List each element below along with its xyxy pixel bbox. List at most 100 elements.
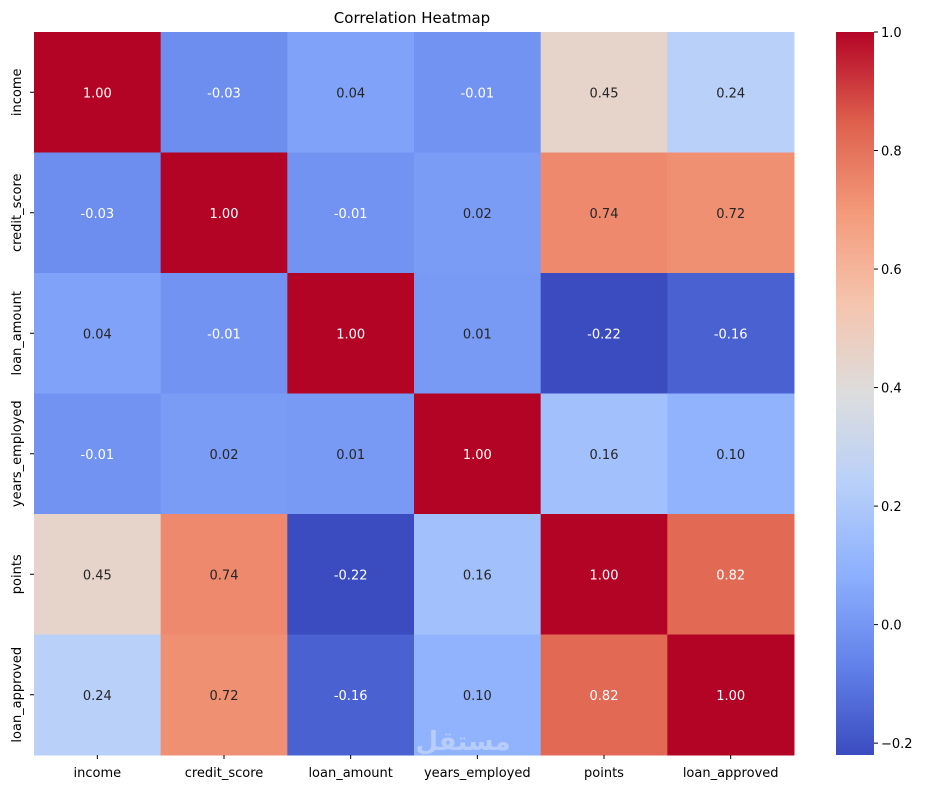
- heatmap-cell: [414, 273, 542, 394]
- cell-value-label: 0.72: [716, 207, 745, 222]
- heatmap-cell: [287, 634, 415, 756]
- x-tick-label: loan_approved: [683, 766, 779, 781]
- heatmap-cell: [667, 32, 795, 153]
- cell-value-label: 1.00: [83, 86, 112, 101]
- cell-value-label: 0.01: [463, 327, 492, 342]
- colorbar-tick-label: 0.6: [881, 263, 902, 278]
- cell-value-label: 0.24: [83, 689, 112, 704]
- heatmap-cell: [34, 32, 162, 153]
- x-tick-label: points: [584, 766, 624, 781]
- y-axis: income credit_score loan_amount years_emplo…: [10, 68, 34, 743]
- cell-value-label: 1.00: [336, 327, 365, 342]
- heatmap-cell: [160, 634, 288, 756]
- cell-value-label: -0.22: [587, 327, 621, 342]
- heatmap-cell: [414, 514, 542, 635]
- cell-value-label: 0.82: [716, 568, 745, 583]
- heatmap-cell: [34, 514, 162, 635]
- x-tick-label: credit_score: [185, 766, 264, 781]
- heatmap-cells: 1.00 -0.03 0.04 -0.01 0.45 0.24 -0.03 1.00 -0.01…: [34, 32, 795, 756]
- cell-value-label: -0.01: [461, 86, 495, 101]
- x-tick-label: years_employed: [424, 766, 531, 781]
- heatmap-cell: [667, 393, 795, 515]
- heatmap-cell: [160, 273, 288, 394]
- heatmap-cell: [667, 514, 795, 635]
- y-tick-label: income: [10, 68, 25, 116]
- cell-value-label: 0.02: [210, 448, 239, 463]
- heatmap-cell: [34, 634, 162, 756]
- cell-value-label: 0.04: [83, 327, 112, 342]
- cell-value-label: 1.00: [716, 689, 745, 704]
- heatmap-cell: [414, 152, 542, 274]
- cell-value-label: 0.16: [463, 568, 492, 583]
- colorbar-ticks: 1.0 0.8 0.6 0.4 0.2 0.0 −0.2: [874, 26, 913, 752]
- cell-value-label: 0.04: [336, 86, 365, 101]
- x-axis: income credit_score loan_amount years_emplo…: [74, 755, 779, 781]
- cell-value-label: 1.00: [210, 207, 239, 222]
- colorbar-tick-label: 0.0: [881, 619, 902, 634]
- cell-value-label: 0.74: [590, 207, 619, 222]
- y-tick-label: credit_score: [10, 173, 25, 252]
- colorbar: 1.0 0.8 0.6 0.4 0.2 0.0 −0.2: [836, 26, 913, 755]
- heatmap-cell: [287, 152, 415, 274]
- heatmap-cell: [287, 393, 415, 515]
- heatmap-cell: [160, 152, 288, 274]
- cell-value-label: -0.01: [81, 448, 115, 463]
- colorbar-tick-label: 1.0: [881, 26, 902, 41]
- watermark-arabic: مستقل: [415, 727, 510, 757]
- cell-value-label: 0.72: [210, 689, 239, 704]
- cell-value-label: 1.00: [590, 568, 619, 583]
- heatmap-cell: [414, 32, 542, 153]
- chart-title: Correlation Heatmap: [334, 9, 490, 27]
- heatmap-cell: [287, 32, 415, 153]
- y-tick-label: loan_approved: [10, 647, 25, 743]
- cell-value-label: -0.16: [714, 327, 748, 342]
- cell-value-label: -0.01: [334, 207, 368, 222]
- cell-value-label: -0.22: [334, 568, 368, 583]
- heatmap-cell: [34, 273, 162, 394]
- cell-value-label: 0.74: [210, 568, 239, 583]
- heatmap-cell: [287, 273, 415, 394]
- heatmap-cell: [540, 514, 668, 635]
- heatmap-cell: [414, 393, 542, 515]
- heatmap-cell: [540, 32, 668, 153]
- heatmap-cell: [160, 32, 288, 153]
- x-tick-label: loan_amount: [308, 766, 392, 781]
- heatmap-cell: [160, 514, 288, 635]
- y-tick-label: loan_amount: [10, 291, 25, 375]
- x-tick-label: income: [74, 766, 122, 781]
- heatmap-cell: [540, 152, 668, 274]
- cell-value-label: 0.45: [83, 568, 112, 583]
- heatmap-cell: [414, 634, 542, 756]
- cell-value-label: -0.16: [334, 689, 368, 704]
- cell-value-label: 0.24: [716, 86, 745, 101]
- heatmap-cell: [160, 393, 288, 515]
- cell-value-label: 0.01: [336, 448, 365, 463]
- watermark: مستقل mostaql.com: [415, 727, 510, 772]
- cell-value-label: -0.03: [81, 207, 115, 222]
- heatmap-cell: [667, 152, 795, 274]
- heatmap-cell: [667, 273, 795, 394]
- cell-value-label: 0.10: [716, 448, 745, 463]
- cell-value-label: 0.10: [463, 689, 492, 704]
- cell-value-label: -0.01: [207, 327, 241, 342]
- heatmap-cell: [34, 152, 162, 274]
- heatmap-cell: [540, 393, 668, 515]
- heatmap-cell: [34, 393, 162, 515]
- cell-value-label: -0.03: [207, 86, 241, 101]
- y-tick-label: years_employed: [10, 400, 25, 507]
- cell-value-label: 0.02: [463, 207, 492, 222]
- y-tick-label: points: [10, 554, 25, 594]
- heatmap-cell: [540, 634, 668, 756]
- cell-value-label: 1.00: [463, 448, 492, 463]
- cell-value-label: 0.16: [590, 448, 619, 463]
- colorbar-gradient: [836, 32, 874, 755]
- cell-value-label: 0.45: [590, 86, 619, 101]
- heatmap-cell: [287, 514, 415, 635]
- colorbar-tick-label: 0.2: [881, 500, 902, 515]
- colorbar-tick-label: 0.8: [881, 145, 902, 160]
- colorbar-tick-label: 0.4: [881, 382, 902, 397]
- heatmap-cell: [667, 634, 795, 756]
- watermark-latin: mostaql.com: [424, 758, 502, 772]
- colorbar-tick-label: −0.2: [881, 737, 913, 752]
